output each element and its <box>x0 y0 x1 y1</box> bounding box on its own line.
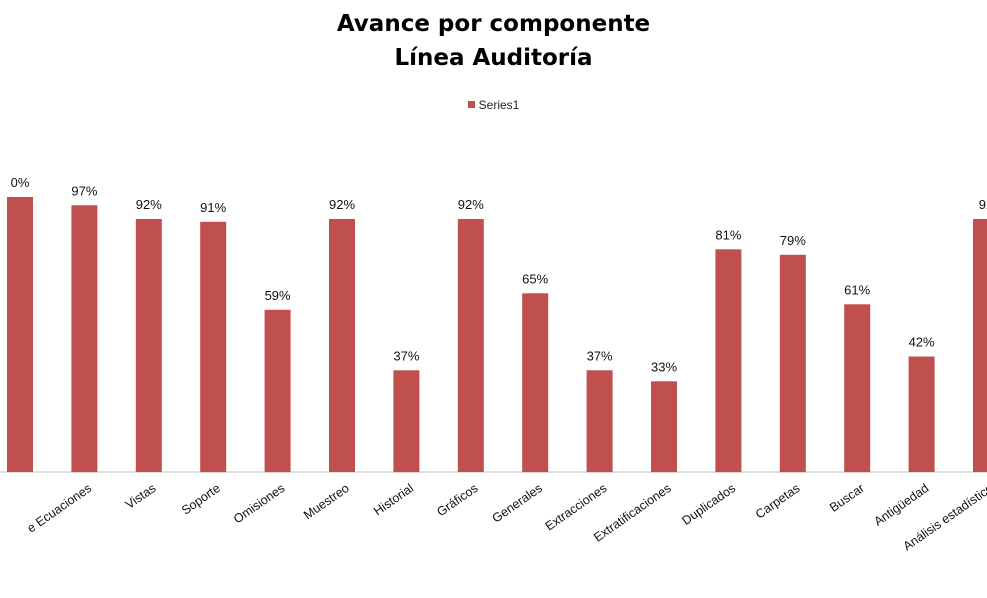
bar <box>264 309 291 473</box>
bar <box>651 381 677 473</box>
x-tick-label: Gráficos <box>434 481 480 519</box>
data-label: 79% <box>780 233 806 248</box>
x-tick-label: Muestreo <box>301 481 352 522</box>
x-tick-label: Generales <box>490 481 545 526</box>
chart-title-line-2: Línea Auditoría <box>394 45 593 71</box>
bar <box>200 221 227 473</box>
data-label: 65% <box>522 271 548 286</box>
chart-legend: Series1 <box>0 98 987 112</box>
bar <box>71 205 98 473</box>
bar <box>715 249 742 473</box>
bar <box>7 197 33 472</box>
x-tick-label: e Ecuaciones <box>25 481 95 536</box>
x-tick-label: Buscar <box>827 481 867 515</box>
data-label: 59% <box>265 288 291 303</box>
chart-title-line-1: Avance por componente <box>336 11 651 37</box>
x-tick-label: Omisiones <box>231 481 287 526</box>
x-tick-label: Soporte <box>179 481 223 518</box>
bar <box>522 293 549 473</box>
x-tick-label: Duplicados <box>679 481 738 528</box>
data-label: 97% <box>71 183 97 198</box>
bar <box>393 370 420 473</box>
data-label: 92% <box>458 197 484 212</box>
bar <box>586 370 613 473</box>
x-tick-label: Extracciones <box>543 481 610 534</box>
data-label: 33% <box>651 359 677 374</box>
bar <box>457 219 484 472</box>
data-label: 81% <box>715 227 741 242</box>
legend-swatch <box>467 101 475 109</box>
x-tick-label: Historial <box>371 481 416 518</box>
bar <box>329 219 355 472</box>
x-tick-label: Carpetas <box>753 481 803 522</box>
x-tick-label: Antigüedad <box>871 481 931 529</box>
legend-label: Series1 <box>478 98 520 112</box>
data-label: 37% <box>393 348 419 363</box>
data-label: 92 <box>979 197 987 212</box>
data-label: 92% <box>136 197 162 212</box>
bar <box>908 356 935 472</box>
data-label: 61% <box>844 282 870 297</box>
bar <box>779 254 806 473</box>
data-label: 92% <box>329 197 355 212</box>
bar <box>973 219 987 472</box>
data-label: 37% <box>587 348 613 363</box>
x-tick-label: Vistas <box>123 481 159 512</box>
data-label: 0% <box>11 175 30 190</box>
bar <box>844 304 871 473</box>
data-label: 91% <box>200 200 226 215</box>
bar <box>135 219 162 472</box>
data-label: 42% <box>909 335 935 350</box>
